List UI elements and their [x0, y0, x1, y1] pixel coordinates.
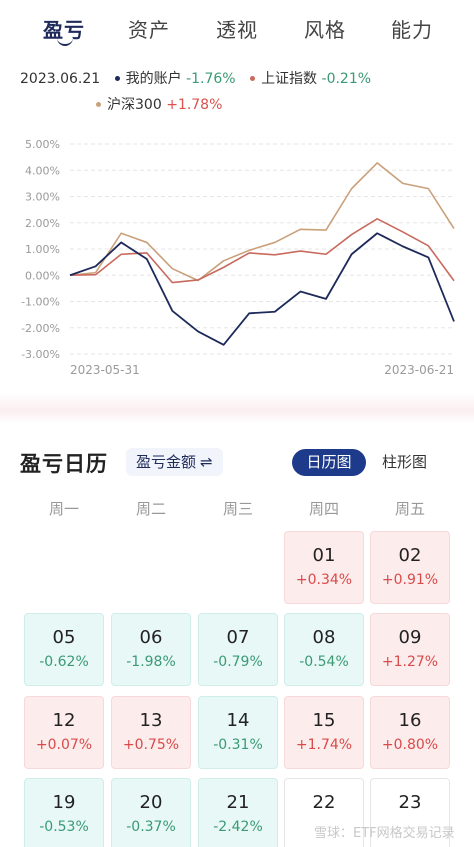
calendar-day-number: 19: [52, 792, 76, 813]
calendar-day-change: -0.62%: [39, 654, 89, 670]
y-tick-label: 2.00%: [25, 217, 60, 230]
account-legend-dot: [114, 75, 120, 81]
amount-toggle-label: 盈亏金额: [136, 453, 197, 471]
y-tick-label: 5.00%: [25, 138, 60, 151]
x-tick-label: 2023-06-21: [384, 363, 454, 377]
tab-perspective[interactable]: 透视: [216, 18, 258, 42]
calendar-day-number: 23: [398, 792, 422, 813]
top-tab-bar: 盈亏 资产 透视 风格 能力: [0, 0, 474, 58]
section-divider-band: [0, 393, 474, 423]
y-tick-label: 4.00%: [25, 164, 60, 177]
calendar-day-number: 05: [52, 627, 76, 648]
calendar-title: 盈亏日历: [20, 452, 108, 476]
calendar-day-change: -0.53%: [39, 819, 89, 835]
legend-account-label: 我的账户: [125, 71, 182, 87]
legend-date: 2023.06.21: [20, 71, 101, 87]
calendar-day-change: +0.91%: [381, 572, 439, 588]
calendar-day-change: -1.98%: [126, 654, 176, 670]
calendar-day-number: 22: [312, 792, 336, 813]
amount-toggle-button[interactable]: 盈亏金额 ⇌: [126, 448, 223, 476]
calendar-day-number: 06: [139, 627, 163, 648]
calendar-day-cell[interactable]: 23: [370, 778, 450, 847]
calendar-day-change: +1.27%: [381, 654, 439, 670]
calendar-day-number: 13: [139, 710, 163, 731]
calendar-day-cell[interactable]: 05 -0.62%: [24, 613, 104, 686]
calendar-day-cell[interactable]: 02 +0.91%: [370, 531, 450, 604]
weekday-tue: 周二: [135, 500, 166, 518]
legend-account-value: -1.76%: [186, 71, 236, 87]
calendar-day-cell[interactable]: 16 +0.80%: [370, 696, 450, 769]
calendar-day-change: +0.75%: [122, 737, 180, 753]
series-line-0: [69, 232, 455, 346]
calendar-day-cell[interactable]: 19 -0.53%: [24, 778, 104, 847]
chart-legend-row2: 沪深300 +1.78%: [96, 94, 222, 114]
calendar-day-number: 15: [312, 710, 336, 731]
calendar-day-number: 20: [139, 792, 163, 813]
calendar-day-cell[interactable]: 20 -0.37%: [111, 778, 191, 847]
calendar-day-number: 16: [398, 710, 422, 731]
calendar-day-cell[interactable]: 07 -0.79%: [198, 613, 278, 686]
y-tick-label: 3.00%: [25, 191, 60, 204]
calendar-day-cell[interactable]: 12 +0.07%: [24, 696, 104, 769]
calendar-day-number: 14: [226, 710, 250, 731]
weekday-thu: 周四: [308, 500, 339, 518]
calendar-day-number: 08: [312, 627, 336, 648]
calendar-day-change: -0.79%: [213, 654, 263, 670]
weekday-fri: 周五: [394, 500, 425, 518]
performance-line-chart[interactable]: 5.00% 4.00% 3.00% 2.00% 1.00% 0.00% -1.00% -2.0…: [0, 130, 474, 385]
calendar-day-change: -0.37%: [126, 819, 176, 835]
legend-hs300-label: 沪深300: [107, 97, 162, 113]
calendar-day-cell[interactable]: 14 -0.31%: [198, 696, 278, 769]
series-line-2: [69, 162, 455, 282]
weekday-mon: 周一: [48, 500, 79, 518]
y-tick-label: 0.00%: [25, 269, 60, 282]
watermark: 雪球：ETF网格交易记录: [314, 826, 455, 841]
tab-assets[interactable]: 资产: [128, 18, 170, 42]
calendar-day-cell[interactable]: 09 +1.27%: [370, 613, 450, 686]
weekday-wed: 周三: [222, 500, 253, 518]
hs300-legend-dot: [96, 101, 101, 107]
calendar-day-change: -2.42%: [213, 819, 263, 835]
calendar-day-cell[interactable]: 13 +0.75%: [111, 696, 191, 769]
calendar-day-cell[interactable]: 15 +1.74%: [284, 696, 364, 769]
calendar-day-number: 21: [226, 792, 250, 813]
chart-legend-row1: 2023.06.21 我的账户 -1.76% 上证指数 -0.21%: [20, 68, 371, 88]
calendar-day-number: 07: [226, 627, 250, 648]
calendar-day-cell[interactable]: 08 -0.54%: [284, 613, 364, 686]
calendar-view-button[interactable]: 日历图: [292, 449, 366, 476]
calendar-day-number: 01: [312, 545, 336, 566]
x-tick-label: 2023-05-31: [70, 363, 140, 377]
calendar-day-change: -0.31%: [213, 737, 263, 753]
calendar-day-cell[interactable]: 01 +0.34%: [284, 531, 364, 604]
legend-hs300-value: +1.78%: [166, 97, 223, 113]
series-line-1: [69, 218, 455, 284]
calendar-day-change: -0.54%: [299, 654, 349, 670]
calendar-day-number: 09: [398, 627, 422, 648]
sh-legend-dot: [250, 75, 256, 81]
calendar-day-change: +1.74%: [295, 737, 353, 753]
tab-ability[interactable]: 能力: [391, 18, 433, 42]
calendar-day-change: +0.34%: [295, 572, 353, 588]
y-tick-label: -3.00%: [21, 348, 60, 361]
calendar-day-change: +0.80%: [381, 737, 439, 753]
swap-icon: ⇌: [200, 453, 213, 471]
calendar-day-change: +0.07%: [35, 737, 93, 753]
active-tab-indicator: [57, 38, 73, 46]
calendar-day-cell[interactable]: 22: [284, 778, 364, 847]
calendar-day-cell[interactable]: 21 -2.42%: [198, 778, 278, 847]
tab-style[interactable]: 风格: [304, 18, 346, 42]
legend-sh-label: 上证指数: [261, 71, 318, 87]
bar-view-button[interactable]: 柱形图: [382, 453, 428, 471]
calendar-day-number: 02: [398, 545, 422, 566]
legend-sh-value: -0.21%: [321, 71, 372, 87]
calendar-day-number: 12: [52, 710, 76, 731]
y-tick-label: -1.00%: [21, 296, 60, 309]
calendar-day-cell[interactable]: 06 -1.98%: [111, 613, 191, 686]
y-tick-label: 1.00%: [25, 243, 60, 256]
y-tick-label: -2.00%: [21, 322, 60, 335]
